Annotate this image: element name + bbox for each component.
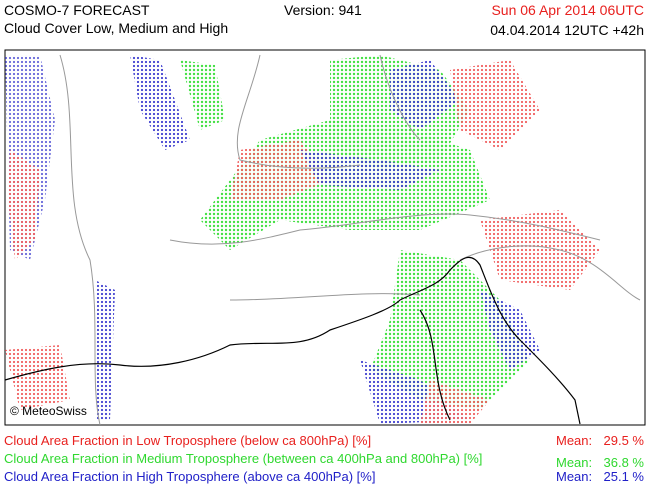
subtitle: Cloud Cover Low, Medium and High xyxy=(4,20,229,36)
legend-label: Cloud Area Fraction in High Troposphere … xyxy=(4,469,376,484)
title: COSMO-7 FORECAST xyxy=(4,2,150,18)
mean-label: Mean: xyxy=(556,455,593,470)
credit: © MeteoSwiss xyxy=(10,404,87,418)
mean-label: Mean: xyxy=(556,433,593,448)
borders xyxy=(59,54,641,426)
mean-value: 36.8 % xyxy=(603,455,644,470)
legend-label: Cloud Area Fraction in Low Troposphere (… xyxy=(4,433,372,448)
valid-time: Sun 06 Apr 2014 06UTC xyxy=(491,2,644,18)
coastline xyxy=(4,256,581,425)
version: Version: 941 xyxy=(284,2,362,18)
mean-label: Mean: xyxy=(556,469,593,484)
run-time: 04.04.2014 12UTC +42h xyxy=(490,22,644,38)
mean-value: 25.1 % xyxy=(603,469,644,484)
mean-value: 29.5 % xyxy=(603,433,644,448)
legend-label: Cloud Area Fraction in Medium Tropospher… xyxy=(4,451,483,466)
